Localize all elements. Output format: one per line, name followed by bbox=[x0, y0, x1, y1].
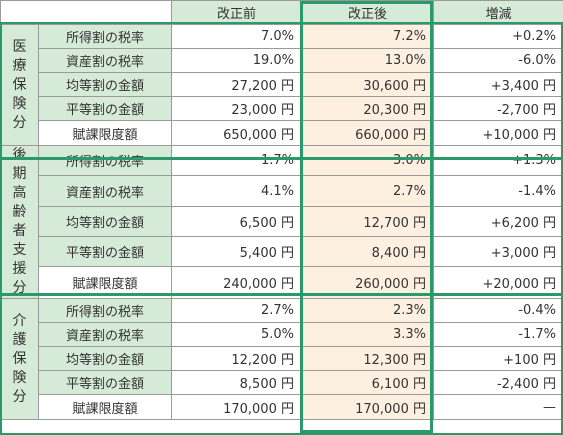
value-change: +3,400 円 bbox=[433, 72, 563, 97]
section-title: 後期高齢者支援分 bbox=[0, 145, 39, 299]
table-row: 賦課限度額 170,000 円 170,000 円 — bbox=[1, 394, 563, 420]
row-label: 資産割の税率 bbox=[38, 175, 172, 207]
header-row: 改正前 改正後 増減 bbox=[0, 0, 563, 25]
value-before: 2.7% bbox=[171, 298, 302, 323]
row-label: 資産割の税率 bbox=[38, 322, 172, 347]
value-before: 8,500 円 bbox=[171, 370, 302, 395]
value-before: 27,200 円 bbox=[171, 72, 302, 97]
row-label: 賦課限度額 bbox=[38, 394, 172, 420]
value-change: +20,000 円 bbox=[433, 266, 563, 299]
section-title: 医療保険分 bbox=[0, 24, 39, 146]
row-label: 資産割の税率 bbox=[38, 48, 172, 73]
header-after: 改正後 bbox=[301, 0, 434, 25]
row-label: 所得割の税率 bbox=[38, 24, 172, 49]
value-after: 260,000 円 bbox=[301, 266, 434, 299]
value-change: +3,000 円 bbox=[433, 236, 563, 268]
row-label: 賦課限度額 bbox=[38, 266, 172, 299]
value-before: 23,000 円 bbox=[171, 96, 302, 121]
row-label: 所得割の税率 bbox=[38, 144, 172, 177]
row-label: 均等割の金額 bbox=[38, 72, 172, 97]
value-before: 5,400 円 bbox=[171, 236, 302, 268]
value-after: 3.0% bbox=[301, 144, 434, 177]
value-after: 170,000 円 bbox=[301, 394, 434, 420]
value-after: 20,300 円 bbox=[301, 96, 434, 121]
value-after: 3.3% bbox=[301, 322, 434, 347]
table-row: 資産割の税率 19.0% 13.0% -6.0% bbox=[1, 48, 563, 73]
row-label: 賦課限度額 bbox=[38, 120, 172, 146]
value-after: 660,000 円 bbox=[301, 120, 434, 146]
value-before: 12,200 円 bbox=[171, 346, 302, 371]
table-row: 平等割の金額 23,000 円 20,300 円 -2,700 円 bbox=[1, 96, 563, 121]
value-before: 5.0% bbox=[171, 322, 302, 347]
value-change: -0.4% bbox=[433, 298, 563, 323]
row-label: 平等割の金額 bbox=[38, 96, 172, 121]
row-label: 平等割の金額 bbox=[38, 236, 172, 268]
table-row: 賦課限度額 240,000 円 260,000 円 +20,000 円 bbox=[1, 266, 563, 299]
table-row: 後期高齢者支援分 所得割の税率 1.7% 3.0% +1.3% bbox=[0, 144, 563, 299]
value-after: 30,600 円 bbox=[301, 72, 434, 97]
section-title-text: 後期高齢者支援分 bbox=[12, 147, 27, 296]
section-title-text: 医療保険分 bbox=[12, 38, 27, 131]
value-after: 2.3% bbox=[301, 298, 434, 323]
value-before: 7.0% bbox=[171, 24, 302, 49]
value-before: 4.1% bbox=[171, 175, 302, 207]
value-change: -1.4% bbox=[433, 175, 563, 207]
value-change: +100 円 bbox=[433, 346, 563, 371]
value-before: 170,000 円 bbox=[171, 394, 302, 420]
tax-rate-table: 改正前 改正後 増減 医療保険分 所得割の税率 7.0% 7.2% +0.2% 資産割の税… bbox=[0, 0, 563, 420]
value-change: -6.0% bbox=[433, 48, 563, 73]
section-title-text: 介護保険分 bbox=[12, 312, 27, 405]
value-after: 6,100 円 bbox=[301, 370, 434, 395]
header-corner bbox=[0, 0, 172, 25]
row-label: 均等割の金額 bbox=[38, 205, 172, 238]
value-after: 12,300 円 bbox=[301, 346, 434, 371]
value-before: 240,000 円 bbox=[171, 266, 302, 299]
value-after: 13.0% bbox=[301, 48, 434, 73]
value-before: 1.7% bbox=[171, 144, 302, 177]
table-row: 均等割の金額 27,200 円 30,600 円 +3,400 円 bbox=[1, 72, 563, 97]
value-change: +1.3% bbox=[433, 144, 563, 177]
value-before: 650,000 円 bbox=[171, 120, 302, 146]
table-row: 均等割の金額 6,500 円 12,700 円 +6,200 円 bbox=[1, 205, 563, 238]
value-before: 19.0% bbox=[171, 48, 302, 73]
value-change: +10,000 円 bbox=[433, 120, 563, 146]
value-after: 12,700 円 bbox=[301, 205, 434, 238]
value-change: — bbox=[433, 394, 563, 420]
row-label: 均等割の金額 bbox=[38, 346, 172, 371]
table-body: 医療保険分 所得割の税率 7.0% 7.2% +0.2% 資産割の税率 19.0% 13.0%… bbox=[0, 24, 563, 420]
header-change: 増減 bbox=[433, 0, 563, 25]
value-after: 2.7% bbox=[301, 175, 434, 207]
section-title: 介護保険分 bbox=[0, 298, 39, 420]
value-before: 6,500 円 bbox=[171, 205, 302, 238]
value-change: +6,200 円 bbox=[433, 205, 563, 238]
table-row: 均等割の金額 12,200 円 12,300 円 +100 円 bbox=[1, 346, 563, 371]
row-label: 平等割の金額 bbox=[38, 370, 172, 395]
table-row: 資産割の税率 4.1% 2.7% -1.4% bbox=[1, 175, 563, 207]
table-row: 平等割の金額 5,400 円 8,400 円 +3,000 円 bbox=[1, 236, 563, 268]
value-change: -2,400 円 bbox=[433, 370, 563, 395]
value-change: +0.2% bbox=[433, 24, 563, 49]
row-label: 所得割の税率 bbox=[38, 298, 172, 323]
value-after: 8,400 円 bbox=[301, 236, 434, 268]
table-row: 平等割の金額 8,500 円 6,100 円 -2,400 円 bbox=[1, 370, 563, 395]
header-before: 改正前 bbox=[171, 0, 302, 25]
table-row: 賦課限度額 650,000 円 660,000 円 +10,000 円 bbox=[1, 120, 563, 146]
table-row: 医療保険分 所得割の税率 7.0% 7.2% +0.2% bbox=[0, 24, 563, 146]
value-change: -2,700 円 bbox=[433, 96, 563, 121]
table-row: 介護保険分 所得割の税率 2.7% 2.3% -0.4% bbox=[0, 298, 563, 420]
table-row: 資産割の税率 5.0% 3.3% -1.7% bbox=[1, 322, 563, 347]
value-change: -1.7% bbox=[433, 322, 563, 347]
value-after: 7.2% bbox=[301, 24, 434, 49]
